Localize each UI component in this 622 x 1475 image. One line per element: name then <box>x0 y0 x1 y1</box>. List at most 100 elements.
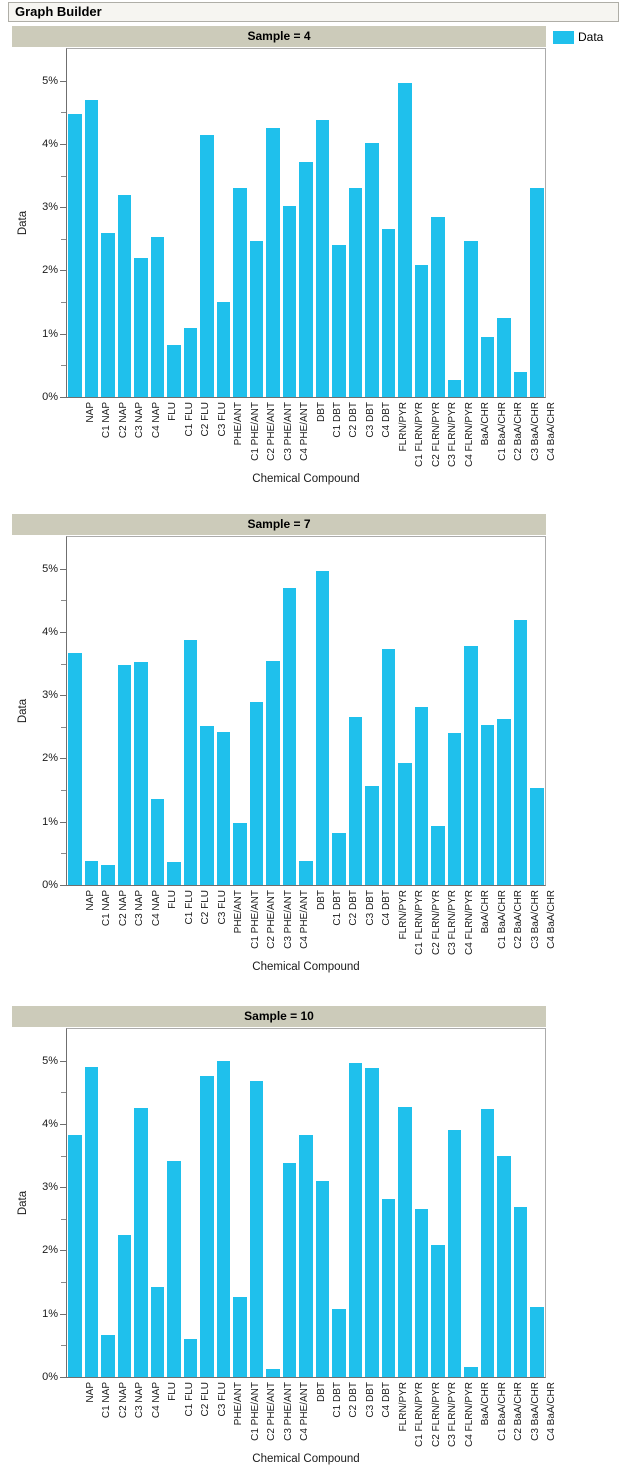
bar-c2-baa-chr[interactable] <box>497 1155 511 1377</box>
x-tick-label: C3 NAP <box>134 1382 146 1419</box>
bar-c2-flu[interactable] <box>183 1339 198 1377</box>
bar-c1-dbt[interactable] <box>315 119 330 397</box>
bar-phe-ant[interactable] <box>216 1061 231 1377</box>
bar-c4-flrn-pyr[interactable] <box>447 1129 462 1377</box>
bar-nap[interactable] <box>68 113 82 397</box>
report-title-bar[interactable]: Graph Builder <box>8 2 619 22</box>
bar-c4-phe-ant[interactable] <box>282 1163 297 1377</box>
bar-c1-dbt[interactable] <box>315 1180 330 1377</box>
bar-c2-phe-ant[interactable] <box>249 701 264 885</box>
chart-title-bar[interactable]: Sample = 7 <box>12 514 546 535</box>
bar-c3-phe-ant[interactable] <box>266 1369 280 1377</box>
bar-c3-flrn-pyr[interactable] <box>431 1244 445 1377</box>
bar-c4-baa-chr[interactable] <box>530 188 544 397</box>
bar-flrn-pyr[interactable] <box>381 1198 396 1377</box>
bar-c2-phe-ant[interactable] <box>249 1080 264 1377</box>
y-tick-label: 5% <box>42 74 58 87</box>
chart-title-bar[interactable]: Sample = 4 <box>12 26 546 47</box>
bar-c2-nap[interactable] <box>101 864 115 885</box>
bar-c4-nap[interactable] <box>134 662 148 885</box>
legend-swatch-data[interactable] <box>553 30 574 44</box>
bar-c3-dbt[interactable] <box>348 1063 363 1377</box>
bar-c3-dbt[interactable] <box>348 716 363 885</box>
bar-phe-ant[interactable] <box>216 731 231 885</box>
bar-c4-flrn-pyr[interactable] <box>447 732 462 885</box>
bar-c3-nap[interactable] <box>117 665 132 885</box>
bar-c2-dbt[interactable] <box>332 833 346 885</box>
bar-c4-dbt[interactable] <box>365 142 379 397</box>
bar-c1-flu[interactable] <box>167 862 181 885</box>
bar-c4-nap[interactable] <box>134 1108 148 1377</box>
bar-c4-dbt[interactable] <box>365 785 379 885</box>
bar-c4-nap[interactable] <box>134 257 148 397</box>
bar-c1-phe-ant[interactable] <box>233 1296 247 1377</box>
bar-c2-nap[interactable] <box>101 233 115 397</box>
bar-c1-nap[interactable] <box>84 100 99 397</box>
bar-nap[interactable] <box>68 1135 82 1377</box>
bar-baa-chr[interactable] <box>464 646 478 885</box>
bar-flu[interactable] <box>150 798 165 885</box>
bar-c1-baa-chr[interactable] <box>480 1108 495 1377</box>
bar-c1-dbt[interactable] <box>315 570 330 885</box>
bar-c4-flrn-pyr[interactable] <box>447 379 462 397</box>
bar-c2-dbt[interactable] <box>332 1309 346 1377</box>
x-tick-label: C2 NAP <box>117 402 129 439</box>
bar-c3-flu[interactable] <box>200 1075 214 1377</box>
bar-c3-baa-chr[interactable] <box>513 1207 528 1377</box>
bar-c3-flrn-pyr[interactable] <box>431 217 445 397</box>
bar-nap[interactable] <box>68 653 82 885</box>
bar-c2-baa-chr[interactable] <box>497 317 511 397</box>
bar-dbt[interactable] <box>299 860 313 885</box>
bar-c4-baa-chr[interactable] <box>530 787 544 885</box>
bar-c1-flrn-pyr[interactable] <box>398 762 412 885</box>
bar-c3-flrn-pyr[interactable] <box>431 826 445 885</box>
bar-c2-baa-chr[interactable] <box>497 719 511 885</box>
bar-c3-flu[interactable] <box>200 135 214 397</box>
bar-c1-nap[interactable] <box>84 1066 99 1377</box>
bar-c4-baa-chr[interactable] <box>530 1307 544 1377</box>
bar-phe-ant[interactable] <box>216 302 231 397</box>
bar-c2-phe-ant[interactable] <box>249 241 264 397</box>
bar-c1-flrn-pyr[interactable] <box>398 82 412 397</box>
bar-c3-baa-chr[interactable] <box>513 371 528 397</box>
x-tick-label: DBT <box>315 402 327 422</box>
x-tick-label: C4 NAP <box>150 1382 162 1419</box>
bar-flrn-pyr[interactable] <box>381 228 396 397</box>
x-tick-label: C1 DBT <box>331 1382 343 1418</box>
bar-c2-flu[interactable] <box>183 640 198 885</box>
chart-title-bar[interactable]: Sample = 10 <box>12 1006 546 1027</box>
bar-c1-baa-chr[interactable] <box>480 724 495 885</box>
bar-c3-nap[interactable] <box>117 195 132 397</box>
bar-c4-phe-ant[interactable] <box>282 205 297 397</box>
bar-c3-dbt[interactable] <box>348 188 363 397</box>
bar-c3-baa-chr[interactable] <box>513 619 528 885</box>
bar-c2-flu[interactable] <box>183 328 198 397</box>
bar-c1-flu[interactable] <box>167 345 181 397</box>
bar-c1-baa-chr[interactable] <box>480 336 495 397</box>
bar-c3-flu[interactable] <box>200 725 214 885</box>
bar-c4-phe-ant[interactable] <box>282 588 297 885</box>
bar-c3-phe-ant[interactable] <box>266 661 280 885</box>
bar-c2-flrn-pyr[interactable] <box>414 265 429 397</box>
bar-c2-nap[interactable] <box>101 1334 115 1377</box>
bar-baa-chr[interactable] <box>464 1366 478 1377</box>
bar-dbt[interactable] <box>299 1135 313 1377</box>
bar-flrn-pyr[interactable] <box>381 649 396 885</box>
bar-c1-flrn-pyr[interactable] <box>398 1107 412 1377</box>
bar-c2-flrn-pyr[interactable] <box>414 1209 429 1377</box>
bar-c2-dbt[interactable] <box>332 245 346 397</box>
bar-c3-phe-ant[interactable] <box>266 128 280 397</box>
bar-c2-flrn-pyr[interactable] <box>414 706 429 885</box>
bar-c4-dbt[interactable] <box>365 1067 379 1377</box>
bar-c1-phe-ant[interactable] <box>233 823 247 885</box>
bar-baa-chr[interactable] <box>464 241 478 397</box>
bar-dbt[interactable] <box>299 161 313 397</box>
bar-c3-nap[interactable] <box>117 1235 132 1377</box>
bar-c1-phe-ant[interactable] <box>233 188 247 397</box>
x-tick-label: C1 FLU <box>183 402 195 437</box>
bar-flu[interactable] <box>150 236 165 397</box>
bar-c1-nap[interactable] <box>84 860 99 885</box>
y-tick-mark <box>60 143 66 145</box>
bar-c1-flu[interactable] <box>167 1161 181 1377</box>
bar-flu[interactable] <box>150 1286 165 1377</box>
